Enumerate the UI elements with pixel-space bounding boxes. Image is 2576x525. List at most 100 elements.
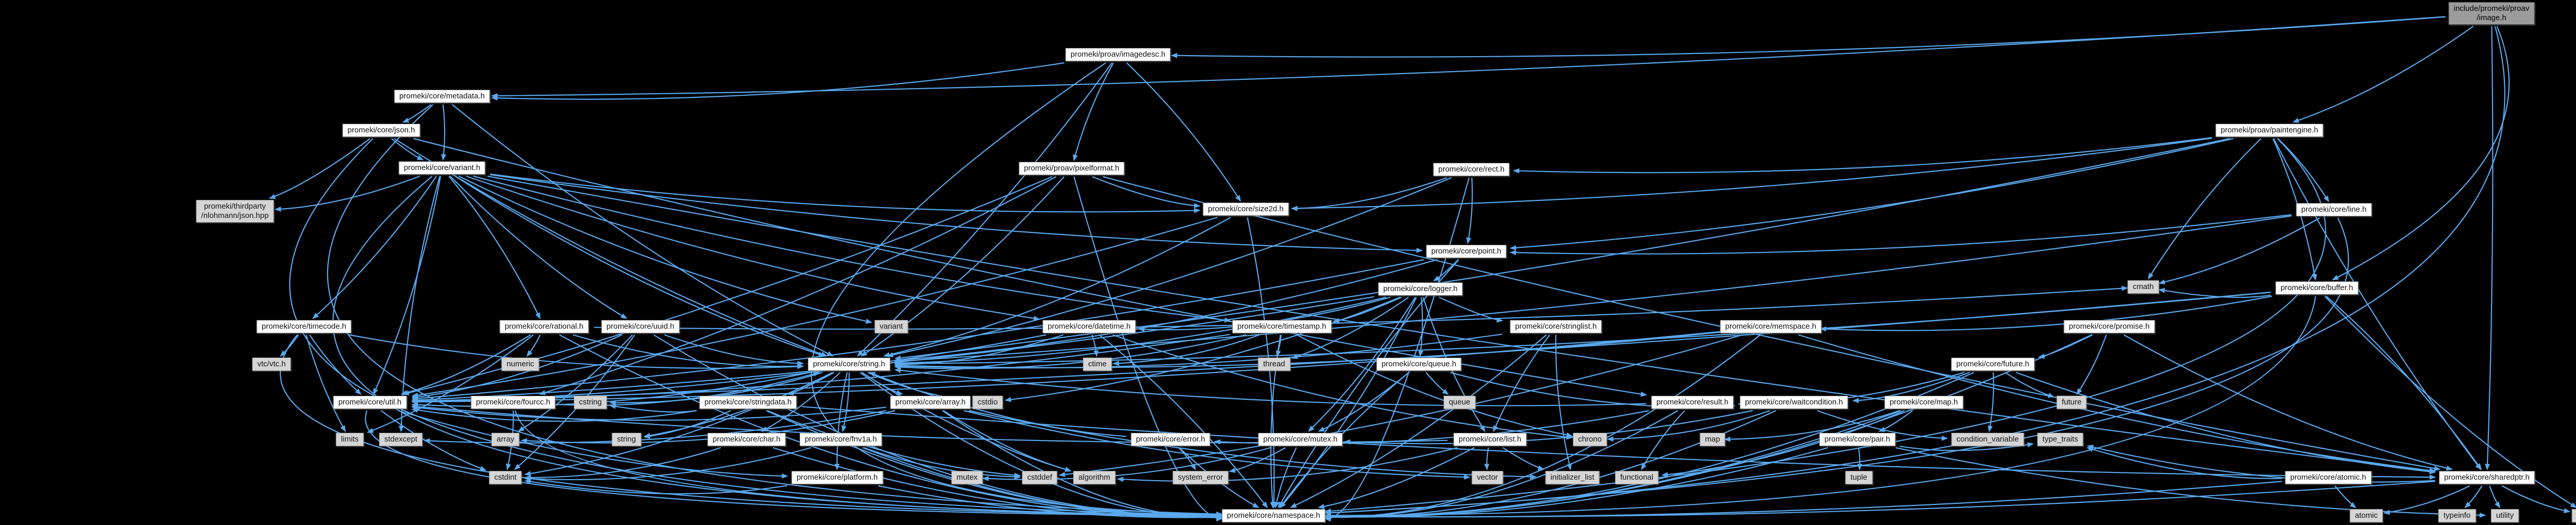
node-rational[interactable]: promeki/core/rational.h	[499, 320, 589, 333]
node-char_h[interactable]: promeki/core/char.h	[707, 433, 786, 446]
edge-sharedptr-to-atomic_std	[2383, 485, 2470, 515]
node-datetime[interactable]: promeki/core/datetime.h	[1042, 320, 1136, 333]
edge-waitcondition-to-chrono	[1607, 410, 1770, 442]
node-array_h[interactable]: promeki/core/array.h	[890, 396, 971, 409]
edge-promise-to-future_std	[2076, 334, 2107, 395]
node-rect[interactable]: promeki/core/rect.h	[1433, 163, 1510, 176]
node-atomic_h[interactable]: promeki/core/atomic.h	[2285, 471, 2371, 484]
node-string_h[interactable]: promeki/core/string.h	[807, 358, 891, 371]
node-cstdint[interactable]: cstdint	[489, 471, 522, 484]
node-utility[interactable]: utility	[2490, 509, 2519, 522]
node-type_traits[interactable]: type_traits	[2037, 433, 2083, 446]
node-cassert[interactable]: cassert	[2571, 509, 2576, 522]
node-namespace_h[interactable]: promeki/core/namespace.h	[1222, 509, 1326, 522]
node-fnv1a[interactable]: promeki/core/fnv1a.h	[799, 433, 883, 446]
node-future_h[interactable]: promeki/core/future.h	[1951, 358, 2035, 371]
edge-pair_h-to-utility	[1895, 447, 2486, 518]
node-cmath[interactable]: cmath	[2127, 280, 2159, 294]
edge-sharedptr-to-namespace_h	[1324, 481, 2435, 519]
node-mutex_h[interactable]: promeki/core/mutex.h	[1258, 433, 1343, 446]
edge-rational-to-util	[400, 334, 531, 396]
node-variant_h[interactable]: promeki/core/variant.h	[398, 161, 486, 175]
node-sharedptr[interactable]: promeki/core/sharedptr.h	[2439, 471, 2535, 484]
node-waitcondition[interactable]: promeki/core/waitcondition.h	[1739, 396, 1849, 409]
node-timestamp[interactable]: promeki/core/timestamp.h	[1232, 320, 1332, 333]
node-array_std[interactable]: array	[491, 433, 520, 446]
node-functional[interactable]: functional	[1615, 471, 1659, 484]
node-map_std[interactable]: map	[1700, 433, 1725, 446]
node-result[interactable]: promeki/core/result.h	[1651, 396, 1734, 409]
node-string_std[interactable]: string	[612, 433, 641, 446]
node-list_h[interactable]: promeki/core/list.h	[1453, 433, 1527, 446]
node-util[interactable]: promeki/core/util.h	[333, 396, 407, 409]
node-chrono[interactable]: chrono	[1573, 433, 1607, 446]
edge-imagedesc-to-string_h	[857, 62, 1113, 357]
edge-metadata-to-variant_h	[441, 104, 447, 161]
node-cstddef[interactable]: cstddef	[1022, 471, 1058, 484]
node-platform[interactable]: promeki/core/platform.h	[791, 471, 883, 484]
edge-imagedesc-to-size2d	[1126, 62, 1241, 202]
node-pair_h[interactable]: promeki/core/pair.h	[1819, 433, 1895, 446]
edge-root-to-paintengine	[2292, 26, 2474, 123]
node-vtc[interactable]: vtc/vtc.h	[252, 358, 291, 371]
node-future_std[interactable]: future	[2056, 396, 2087, 409]
node-typeinfo[interactable]: typeinfo	[2438, 509, 2476, 522]
edge-uuid-to-util	[411, 334, 622, 400]
edge-string_h-to-util	[411, 371, 810, 408]
node-cstdio[interactable]: cstdio	[972, 396, 1003, 409]
node-condvar[interactable]: condition_variable	[1951, 433, 2024, 446]
edge-point-to-util	[411, 259, 1424, 401]
node-imagedesc[interactable]: promeki/proav/imagedesc.h	[1065, 48, 1171, 61]
node-jsonhpp[interactable]: promeki/thirdparty /nlohmann/json.hpp	[196, 200, 274, 223]
node-logger[interactable]: promeki/core/logger.h	[1378, 282, 1463, 296]
edge-line-to-string_h	[894, 215, 2292, 364]
node-atomic_std[interactable]: atomic	[2349, 509, 2383, 522]
node-limits[interactable]: limits	[335, 433, 364, 446]
edge-waitcondition-to-mutex_h	[1344, 410, 1753, 445]
edge-variant_h-to-size2d	[490, 173, 1201, 213]
node-ctime[interactable]: ctime	[1083, 358, 1112, 371]
node-vector[interactable]: vector	[1471, 471, 1503, 484]
edge-metadata-to-string_h	[452, 104, 834, 357]
node-stringdata[interactable]: promeki/core/stringdata.h	[699, 396, 797, 409]
edge-future_h-to-sharedptr	[2015, 371, 2436, 475]
node-uuid[interactable]: promeki/core/uuid.h	[601, 320, 680, 333]
node-line[interactable]: promeki/core/line.h	[2296, 203, 2372, 216]
node-queue_h[interactable]: promeki/core/queue.h	[1376, 358, 1462, 371]
node-initializer_list[interactable]: initializer_list	[1545, 471, 1600, 484]
edge-size2d-to-util	[411, 216, 1218, 398]
node-system_error[interactable]: system_error	[1173, 471, 1228, 484]
edge-future_h-to-condvar	[1988, 372, 1994, 432]
node-map_h[interactable]: promeki/core/map.h	[1884, 396, 1963, 409]
node-size2d[interactable]: promeki/core/size2d.h	[1202, 202, 1289, 216]
node-thread[interactable]: thread	[1258, 358, 1291, 371]
node-tuple[interactable]: tuple	[1845, 471, 1873, 484]
edge-datetime-to-namespace_h	[1099, 334, 1268, 509]
node-promise[interactable]: promeki/core/promise.h	[2063, 320, 2155, 333]
node-buffer[interactable]: promeki/core/buffer.h	[2275, 281, 2359, 295]
node-numeric[interactable]: numeric	[501, 358, 539, 371]
edge-variant_h-to-stdexcept	[398, 176, 440, 432]
edge-paintengine-to-size2d	[1291, 138, 2212, 211]
node-algorithm[interactable]: algorithm	[1073, 471, 1115, 484]
node-root[interactable]: include/promeki/proav /image.h	[2448, 2, 2535, 25]
edge-paintengine-to-line	[2277, 138, 2329, 202]
edge-promise-to-sharedptr	[2123, 334, 2453, 471]
node-metadata[interactable]: promeki/core/metadata.h	[394, 90, 490, 103]
node-stringlist[interactable]: promeki/core/stringlist.h	[1510, 320, 1602, 333]
node-fourcc[interactable]: promeki/core/fourcc.h	[470, 396, 556, 409]
node-variant_std[interactable]: variant	[874, 320, 908, 333]
node-queue_std[interactable]: queue	[1444, 396, 1476, 409]
node-memspace[interactable]: promeki/core/memspace.h	[1720, 320, 1822, 333]
node-json[interactable]: promeki/core/json.h	[342, 124, 420, 137]
node-error_h[interactable]: promeki/core/error.h	[1130, 433, 1211, 446]
node-timecode[interactable]: promeki/core/timecode.h	[256, 320, 352, 333]
node-point[interactable]: promeki/core/point.h	[1426, 245, 1506, 258]
edge-rational-to-numeric	[526, 334, 541, 357]
node-pixelformat[interactable]: promeki/proav/pixelformat.h	[1019, 162, 1125, 175]
edge-rect-to-size2d	[1291, 177, 1448, 211]
node-paintengine[interactable]: promeki/proav/paintengine.h	[2215, 124, 2324, 137]
node-cstring[interactable]: cstring	[573, 396, 607, 409]
node-stdexcept[interactable]: stdexcept	[379, 433, 423, 446]
node-mutex_std[interactable]: mutex	[951, 471, 983, 484]
